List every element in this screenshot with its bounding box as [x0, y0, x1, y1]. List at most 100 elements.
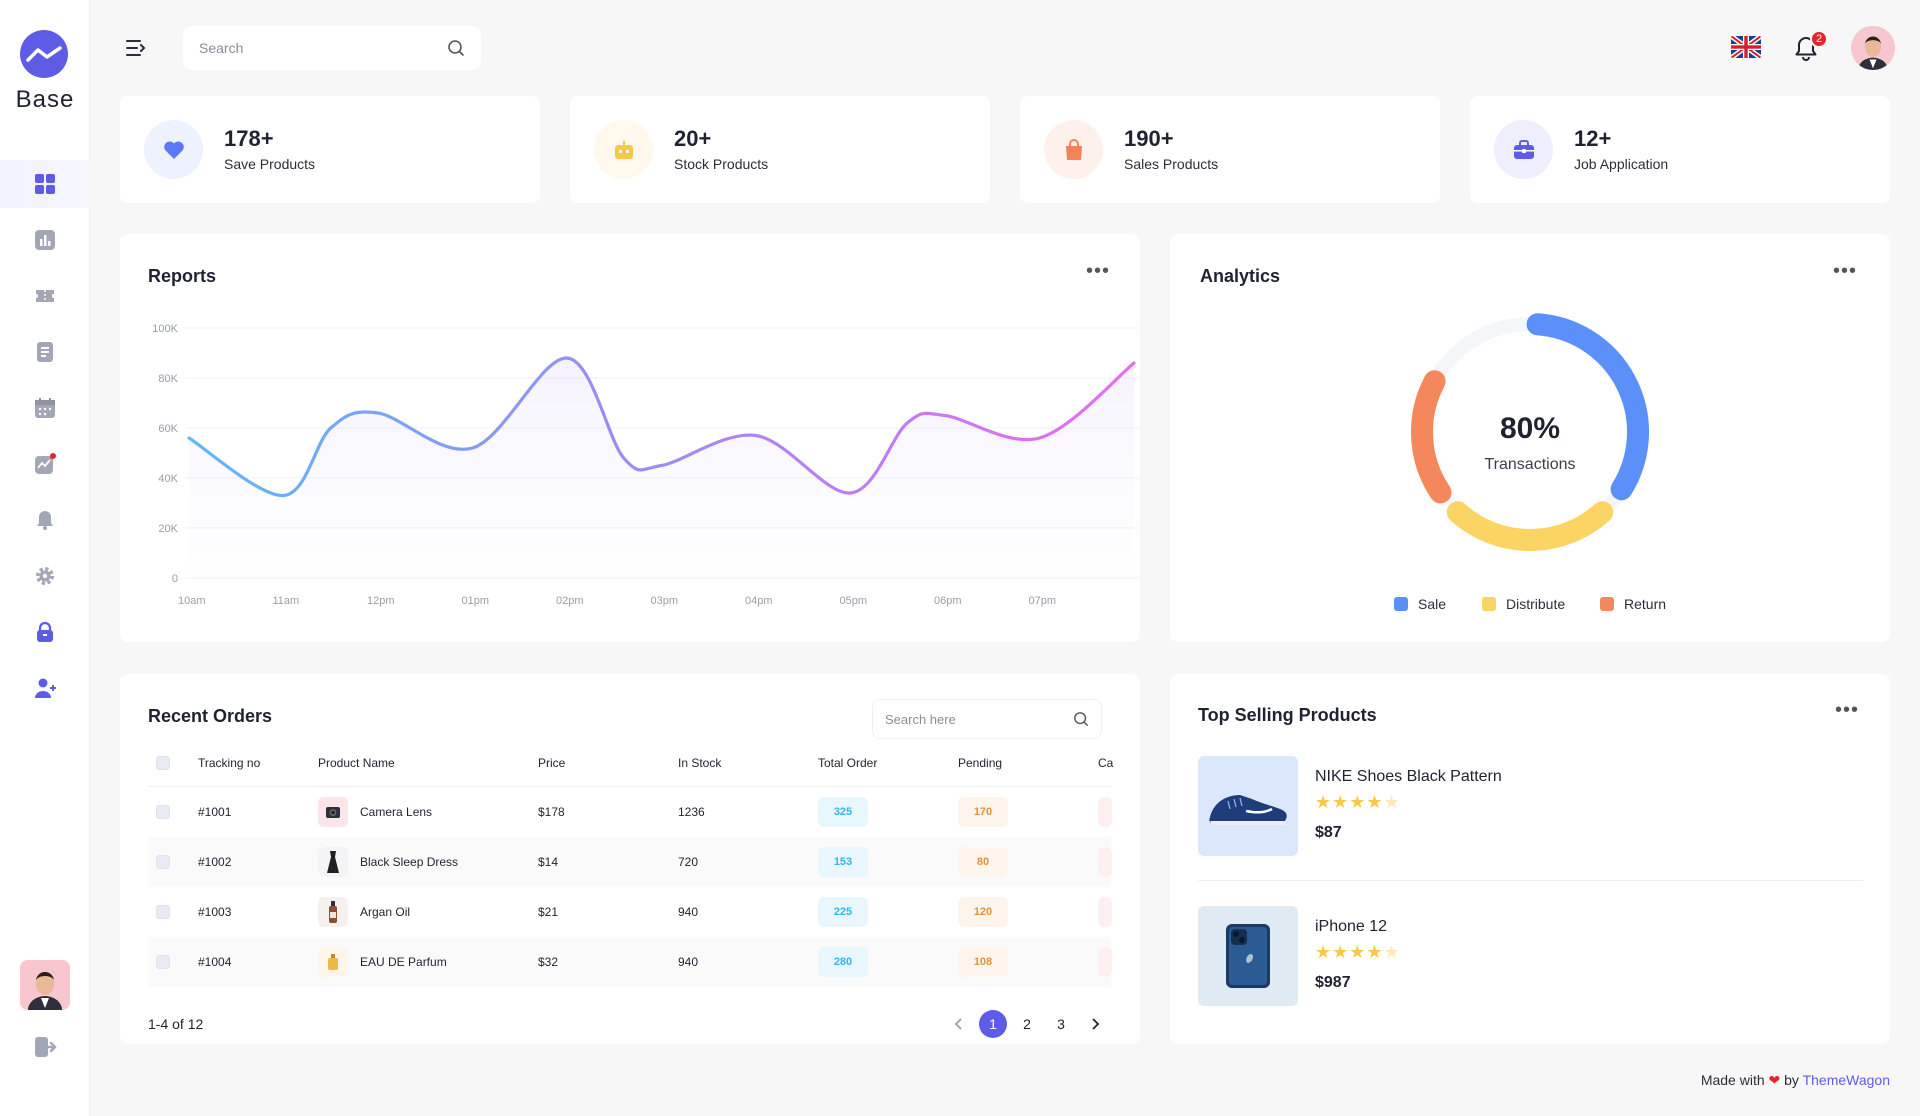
line-area-fill: [189, 357, 1134, 578]
legend-item-sale: Sale: [1394, 596, 1446, 612]
briefcase-icon: [1513, 139, 1534, 159]
orders-search-input[interactable]: [885, 711, 1073, 727]
cancelled-badge: [1098, 947, 1112, 977]
nav-add-user[interactable]: [0, 664, 90, 712]
nav-dashboard[interactable]: [0, 160, 90, 208]
x-tick-label: 06pm: [934, 595, 962, 607]
price-cell: $21: [538, 905, 559, 919]
product-rating: ★★★★★: [1315, 792, 1401, 813]
product-name-cell: Black Sleep Dress: [360, 855, 459, 869]
column-header[interactable]: Pending: [958, 756, 1003, 770]
brand-logo[interactable]: [20, 30, 68, 78]
search-icon[interactable]: [447, 39, 465, 57]
stat-card-job-application[interactable]: 12+ Job Application: [1470, 96, 1890, 203]
y-tick-label: 40K: [158, 473, 178, 485]
stat-card-sales-products[interactable]: 190+ Sales Products: [1020, 96, 1440, 203]
total-order-badge: 153: [818, 847, 868, 877]
row-checkbox[interactable]: [156, 855, 170, 869]
cancelled-badge: [1098, 847, 1112, 877]
pending-badge: 108: [958, 947, 1008, 977]
sidebar-avatar[interactable]: [20, 960, 70, 1010]
themewagon-link[interactable]: ThemeWagon: [1802, 1072, 1890, 1088]
search-icon[interactable]: [1073, 711, 1089, 727]
footer-credit: Made with ❤ by ThemeWagon: [1701, 1072, 1890, 1089]
chevron-right-icon: [1092, 1018, 1100, 1030]
legend-swatch: [1482, 597, 1496, 611]
product-name-cell: Camera Lens: [360, 805, 433, 819]
user-avatar[interactable]: [1851, 26, 1895, 70]
nav-tickets[interactable]: [0, 272, 90, 320]
product-thumb: [318, 847, 348, 877]
nav-trends[interactable]: [0, 440, 90, 488]
price-cell: $14: [538, 855, 559, 869]
ticket-icon: [36, 290, 54, 302]
star-empty-icon: ★: [1383, 792, 1401, 812]
pagination-page-2[interactable]: 2: [1023, 1016, 1031, 1032]
menu-toggle-button[interactable]: [124, 36, 148, 60]
product-name[interactable]: NIKE Shoes Black Pattern: [1315, 768, 1502, 785]
y-tick-label: 20K: [158, 523, 178, 535]
search-input[interactable]: [199, 40, 447, 56]
pending-badge: 80: [958, 847, 1008, 877]
add-user-icon: [35, 678, 56, 698]
stat-card-stock-products[interactable]: 20+ Stock Products: [570, 96, 990, 203]
column-header[interactable]: Tracking no: [198, 756, 261, 770]
series-line: [187, 356, 1136, 498]
logout-button[interactable]: [33, 1035, 57, 1059]
total-order-badge: 325: [818, 797, 868, 827]
product-image[interactable]: [1198, 756, 1298, 856]
stat-label: Stock Products: [674, 156, 769, 172]
select-all-checkbox[interactable]: [156, 756, 170, 770]
pagination-next-button[interactable]: [1081, 1010, 1109, 1038]
stat-label: Save Products: [224, 156, 316, 172]
row-checkbox[interactable]: [156, 955, 170, 969]
table-row[interactable]: #1004 EAU DE Parfum $32 940 280 108: [148, 937, 1112, 987]
stat-icon-circle: [594, 120, 653, 179]
column-header[interactable]: Product Name: [318, 756, 395, 770]
analytics-card: Analytics ••• 80% Transactions Sale Dist…: [1170, 234, 1890, 642]
legend-swatch: [1394, 597, 1408, 611]
pagination-page-1[interactable]: 1: [979, 1010, 1007, 1038]
sidebar: Base: [0, 0, 90, 1116]
gear-icon: [36, 567, 54, 585]
pagination-page-3[interactable]: 3: [1057, 1016, 1065, 1032]
recent-orders-title: Recent Orders: [148, 706, 273, 726]
y-tick-label: 80K: [158, 373, 178, 385]
stat-icon-circle: [144, 120, 203, 179]
column-header[interactable]: Ca: [1098, 756, 1114, 770]
column-header[interactable]: Total Order: [818, 756, 878, 770]
table-row[interactable]: #1003 Argan Oil $21 940 225 120: [148, 887, 1112, 937]
star-icon: ★★★★: [1315, 942, 1384, 962]
row-checkbox[interactable]: [156, 805, 170, 819]
row-checkbox[interactable]: [156, 905, 170, 919]
stat-card-save-products[interactable]: 178+ Save Products: [120, 96, 540, 203]
pagination-prev-button[interactable]: [945, 1010, 973, 1038]
tracking-cell: #1003: [198, 905, 232, 919]
top-selling-more-button[interactable]: •••: [1835, 699, 1860, 721]
uk-flag-icon: [1731, 36, 1761, 58]
heart-icon: ❤: [1768, 1072, 1781, 1088]
table-row[interactable]: #1001 Camera Lens $178 1236 325 170: [148, 787, 1112, 837]
star-empty-icon: ★: [1383, 942, 1401, 962]
nav-documents[interactable]: [0, 328, 90, 376]
legend-item-return: Return: [1600, 596, 1666, 612]
nav-analytics[interactable]: [0, 216, 90, 264]
x-tick-label: 05pm: [840, 595, 868, 607]
nav-lock[interactable]: [0, 608, 90, 656]
recent-orders-card: Recent Orders Tracking no Product Name P…: [120, 674, 1140, 1044]
column-header[interactable]: In Stock: [678, 756, 722, 770]
nav-calendar[interactable]: [0, 384, 90, 432]
total-order-badge: 280: [818, 947, 868, 977]
orders-search: [872, 699, 1102, 739]
column-header[interactable]: Price: [538, 756, 566, 770]
language-selector[interactable]: [1731, 36, 1761, 58]
grid-icon: [35, 174, 55, 194]
nav-notifications[interactable]: [0, 496, 90, 544]
x-tick-label: 12pm: [367, 595, 395, 607]
table-row[interactable]: #1002 Black Sleep Dress $14 720 153 80: [148, 837, 1112, 887]
product-image[interactable]: [1198, 906, 1298, 1006]
nav-settings[interactable]: [0, 552, 90, 600]
product-name[interactable]: iPhone 12: [1315, 918, 1388, 935]
calendar-icon: [35, 398, 55, 418]
